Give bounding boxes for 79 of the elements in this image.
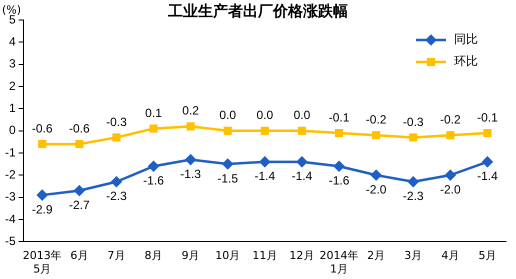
- point: [148, 161, 159, 172]
- point: [372, 131, 380, 140]
- data-label: 0.1: [145, 106, 162, 120]
- point: [111, 176, 122, 188]
- point: [112, 133, 121, 142]
- data-label: -1.5: [217, 171, 238, 186]
- data-label: -0.2: [440, 112, 462, 127]
- data-label: 0.0: [219, 108, 236, 122]
- data-label: -0.2: [366, 112, 387, 127]
- legend-label: 环比: [454, 54, 478, 68]
- data-label: -2.3: [106, 189, 128, 204]
- x-tick-label: 6月: [70, 249, 88, 262]
- y-tick-label: -2: [5, 167, 16, 182]
- point: [75, 140, 84, 148]
- point: [298, 126, 306, 135]
- data-label: -2.7: [68, 198, 90, 212]
- y-tick-label: 4: [8, 34, 16, 48]
- data-label: 0.0: [294, 108, 311, 122]
- point: [260, 126, 269, 135]
- data-label: -1.6: [328, 174, 350, 188]
- data-label: -1.4: [477, 169, 498, 184]
- point: [149, 124, 158, 133]
- point: [74, 185, 85, 196]
- x-tick-label: 7月: [107, 249, 126, 262]
- y-tick-label: 3: [8, 56, 16, 71]
- data-label: -1.4: [254, 169, 276, 184]
- data-label: -0.6: [32, 121, 53, 136]
- y-tick-label: -4: [5, 212, 16, 226]
- point: [409, 133, 418, 142]
- point: [296, 156, 308, 168]
- x-tick-label: 2013年 5月: [22, 249, 62, 276]
- point: [370, 170, 382, 180]
- x-tick-label: 12月: [289, 249, 314, 262]
- point: [482, 156, 493, 168]
- x-tick-label: 2014年 1月: [320, 249, 359, 276]
- x-tick-label: 3月: [404, 249, 422, 262]
- point: [334, 128, 344, 138]
- y-tick-label: 2: [8, 78, 16, 93]
- point: [408, 176, 418, 188]
- data-label: 0.0: [256, 108, 274, 122]
- x-tick-label: 2月: [367, 249, 386, 262]
- data-label: -2.3: [402, 189, 424, 204]
- y-tick-label: -5: [5, 234, 16, 248]
- y-tick-label: -1: [5, 145, 16, 160]
- data-label: -0.3: [106, 114, 128, 129]
- data-label: -0.6: [68, 121, 90, 136]
- point: [186, 122, 195, 130]
- chart-title: 工业生产者出厂价格涨跌幅: [168, 2, 348, 20]
- data-label: -1.6: [143, 174, 164, 188]
- data-label: -2.0: [440, 182, 462, 196]
- data-label: -1.4: [292, 169, 313, 184]
- data-label: -1.3: [180, 166, 202, 181]
- data-label: -0.3: [402, 114, 424, 129]
- x-tick-label: 4月: [441, 249, 460, 262]
- point: [334, 161, 344, 172]
- point: [260, 156, 270, 168]
- data-label: -2.9: [32, 202, 53, 216]
- legend-label: 同比: [454, 32, 478, 46]
- x-tick-label: 10月: [215, 249, 240, 262]
- data-label: -2.0: [366, 182, 387, 196]
- data-label: -0.1: [328, 110, 350, 124]
- point: [185, 154, 196, 165]
- point: [222, 158, 233, 170]
- x-tick-label: 8月: [144, 249, 163, 262]
- y-tick-label: -3: [5, 190, 16, 204]
- point: [446, 131, 454, 140]
- y-tick-label: 0: [8, 123, 16, 138]
- x-tick-label: 9月: [182, 249, 200, 262]
- y-tick-label: 1: [8, 100, 16, 115]
- point: [224, 126, 232, 135]
- data-label: 0.2: [182, 104, 200, 118]
- point: [483, 128, 492, 138]
- y-axis-title: (%): [2, 3, 22, 16]
- x-tick-label: 5月: [478, 249, 496, 262]
- data-label: -0.1: [477, 110, 498, 124]
- x-tick-label: 11月: [252, 249, 278, 262]
- point: [36, 190, 48, 200]
- point: [445, 170, 456, 180]
- point: [38, 140, 46, 148]
